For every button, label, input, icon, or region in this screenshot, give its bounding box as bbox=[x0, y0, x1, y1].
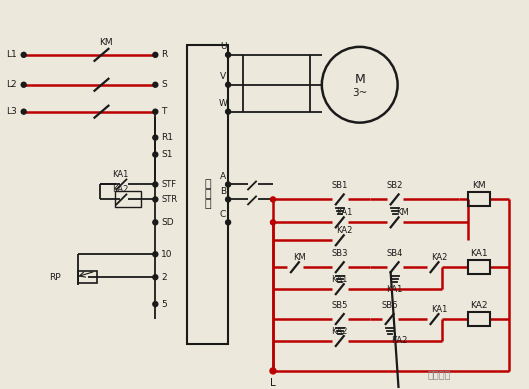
Text: L: L bbox=[270, 378, 276, 388]
Text: KM: KM bbox=[472, 181, 486, 190]
Circle shape bbox=[153, 135, 158, 140]
Text: KA1: KA1 bbox=[431, 305, 448, 314]
Text: L2: L2 bbox=[6, 80, 17, 89]
Circle shape bbox=[153, 220, 158, 225]
Text: 电工天下: 电工天下 bbox=[428, 369, 451, 379]
Text: 5: 5 bbox=[161, 300, 167, 308]
Text: KA1: KA1 bbox=[332, 275, 348, 284]
Circle shape bbox=[153, 109, 158, 114]
Text: V: V bbox=[220, 72, 226, 81]
Text: SB5: SB5 bbox=[332, 301, 348, 310]
Text: T: T bbox=[161, 107, 167, 116]
Circle shape bbox=[153, 197, 158, 202]
Circle shape bbox=[153, 152, 158, 157]
Text: C: C bbox=[220, 210, 226, 219]
Text: R1: R1 bbox=[161, 133, 174, 142]
Text: KA2: KA2 bbox=[431, 253, 448, 262]
Circle shape bbox=[21, 53, 26, 57]
Circle shape bbox=[270, 368, 276, 374]
Circle shape bbox=[153, 53, 158, 57]
Text: STR: STR bbox=[161, 195, 177, 204]
Circle shape bbox=[153, 252, 158, 257]
Text: S: S bbox=[161, 80, 167, 89]
Text: KA1: KA1 bbox=[112, 170, 129, 179]
Circle shape bbox=[225, 82, 231, 87]
Text: 3~: 3~ bbox=[352, 88, 368, 98]
Text: KA1: KA1 bbox=[336, 208, 353, 217]
Bar bbox=[468, 312, 490, 326]
Text: KA2: KA2 bbox=[391, 336, 408, 345]
Text: S1: S1 bbox=[161, 150, 173, 159]
Circle shape bbox=[225, 109, 231, 114]
Text: STF: STF bbox=[161, 180, 177, 189]
Text: KA2: KA2 bbox=[471, 301, 488, 310]
Text: L3: L3 bbox=[6, 107, 17, 116]
Text: SD: SD bbox=[161, 218, 174, 227]
Text: W: W bbox=[218, 99, 227, 108]
Text: B: B bbox=[220, 187, 226, 196]
Text: L1: L1 bbox=[6, 50, 17, 60]
Text: SB4: SB4 bbox=[386, 249, 403, 258]
Text: R: R bbox=[161, 50, 168, 60]
Circle shape bbox=[153, 182, 158, 187]
Text: KA1: KA1 bbox=[471, 249, 488, 258]
Text: KA1: KA1 bbox=[386, 285, 403, 294]
Bar bbox=[468, 193, 490, 207]
Text: U: U bbox=[220, 42, 226, 51]
Text: M: M bbox=[354, 73, 365, 86]
Circle shape bbox=[21, 82, 26, 87]
Text: SB6: SB6 bbox=[381, 301, 398, 310]
Text: SB2: SB2 bbox=[386, 181, 403, 190]
Circle shape bbox=[225, 182, 231, 187]
Circle shape bbox=[270, 197, 276, 202]
Bar bbox=[115, 191, 141, 207]
Text: KA2: KA2 bbox=[336, 226, 353, 235]
Circle shape bbox=[153, 301, 158, 307]
Circle shape bbox=[225, 197, 231, 202]
Text: KM: KM bbox=[396, 208, 409, 217]
Text: 变: 变 bbox=[204, 179, 211, 189]
Circle shape bbox=[153, 82, 158, 87]
Text: KA2: KA2 bbox=[112, 185, 129, 194]
Circle shape bbox=[21, 109, 26, 114]
Circle shape bbox=[225, 53, 231, 57]
Circle shape bbox=[153, 275, 158, 280]
Text: 频: 频 bbox=[204, 189, 211, 200]
Text: 2: 2 bbox=[161, 273, 167, 282]
Text: 器: 器 bbox=[204, 200, 211, 209]
Bar bbox=[187, 45, 228, 344]
Text: KM: KM bbox=[294, 253, 306, 262]
Text: SB1: SB1 bbox=[332, 181, 348, 190]
Text: SB3: SB3 bbox=[332, 249, 348, 258]
Text: KM: KM bbox=[99, 39, 112, 47]
Bar bbox=[468, 260, 490, 274]
Text: 10: 10 bbox=[161, 250, 173, 259]
Bar bbox=[78, 271, 97, 283]
Text: KA2: KA2 bbox=[332, 326, 348, 336]
Circle shape bbox=[270, 220, 276, 225]
Text: A: A bbox=[220, 172, 226, 181]
Circle shape bbox=[225, 220, 231, 225]
Text: RP: RP bbox=[49, 273, 61, 282]
